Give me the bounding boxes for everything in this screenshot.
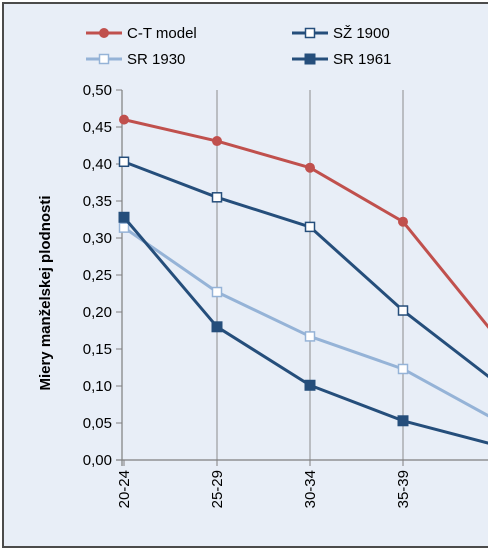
data-point (212, 136, 222, 147)
y-tick-label: 0,25 (83, 267, 112, 284)
y-tick-label: 0,35 (83, 193, 112, 210)
gridlines (216, 90, 404, 460)
legend-marker (98, 53, 110, 65)
data-point (397, 305, 409, 316)
y-tick-label: 0,40 (83, 156, 112, 173)
legend-marker (304, 53, 316, 65)
data-point (398, 216, 408, 227)
x-tick-label: 25-29 (209, 470, 226, 508)
legend-label: C-T model (127, 25, 197, 42)
series-group (118, 114, 488, 445)
series-line (123, 160, 488, 379)
legend-item: SR 1930 (86, 51, 185, 68)
data-point (118, 222, 130, 233)
data-point (397, 415, 409, 427)
legend-item: C-T model (86, 25, 197, 42)
y-tick-label: 0,05 (83, 415, 112, 432)
x-tick-label: 20-24 (116, 470, 133, 508)
legend-label: SR 1930 (127, 51, 185, 68)
y-tick-label: 0,30 (83, 230, 112, 247)
series-1 (119, 114, 488, 329)
axes: 0,00 0,05 0,10 0,15 0,20 0,25 0,30 0,35 0,40 0,45… (83, 82, 488, 508)
series-3 (118, 222, 488, 418)
legend-marker (99, 28, 109, 38)
series-2 (118, 156, 488, 379)
legend-item: SŽ 1900 (292, 25, 390, 42)
data-point (305, 162, 315, 173)
line-chart: Miery manželskej plodnosti 0,000,050,100… (37, 25, 488, 508)
series-line (123, 226, 488, 418)
y-tick-label: 0,10 (83, 378, 112, 395)
data-point (211, 192, 223, 203)
x-tick-label: 35-39 (395, 470, 412, 508)
x-tick-label: 30-34 (302, 470, 319, 508)
data-point (118, 211, 130, 223)
data-point (304, 379, 316, 391)
data-point (211, 321, 223, 333)
y-tick-label: 0,50 (83, 82, 112, 99)
series-4 (118, 211, 488, 445)
legend-label: SR 1961 (333, 51, 391, 68)
data-point (304, 221, 316, 233)
data-point (211, 286, 223, 298)
legend-marker (304, 27, 316, 39)
y-tick-label: 0,00 (83, 452, 112, 469)
legend-label: SŽ 1900 (333, 25, 390, 42)
y-tick-label: 0,15 (83, 341, 112, 358)
y-tick-label: 0,45 (83, 119, 112, 136)
y-tick-label: 0,20 (83, 304, 112, 321)
legend-item: SR 1961 (292, 51, 391, 68)
data-point (304, 331, 316, 342)
data-point (118, 156, 130, 168)
data-point (397, 363, 409, 375)
y-axis-title: Miery manželskej plodnosti (37, 195, 54, 390)
data-point (119, 114, 129, 125)
legend: C-T model SŽ 1900 SR 1930 SR 1961 (86, 25, 391, 68)
